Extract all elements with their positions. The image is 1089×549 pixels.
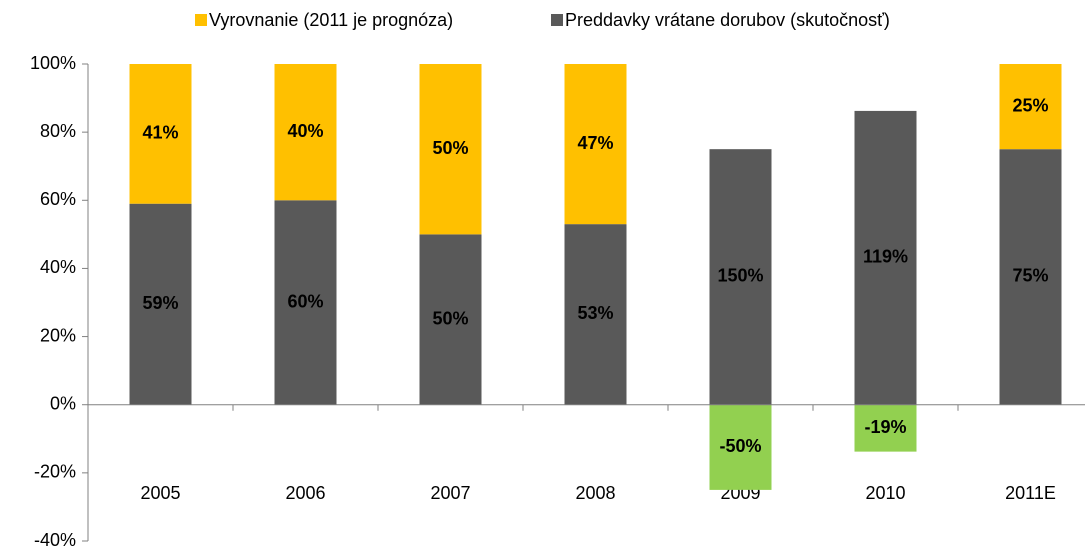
y-tick-label: 80% xyxy=(40,121,76,141)
bar-segment xyxy=(274,64,337,201)
bar-segment xyxy=(419,64,482,235)
bar-segment xyxy=(129,64,192,204)
bar-segment xyxy=(709,404,772,490)
y-tick-label: 100% xyxy=(30,53,76,73)
y-tick-label: -40% xyxy=(34,530,76,549)
x-tick-label: 2010 xyxy=(865,483,905,503)
bar-segment xyxy=(999,149,1062,405)
x-tick-label: 2006 xyxy=(285,483,325,503)
bar-segment xyxy=(854,110,917,405)
bar-segment xyxy=(709,149,772,405)
x-tick-label: 2007 xyxy=(430,483,470,503)
data-label: 50% xyxy=(432,308,468,328)
x-tick-label: 2005 xyxy=(140,483,180,503)
data-label: 60% xyxy=(287,291,323,311)
data-label: 59% xyxy=(142,293,178,313)
data-label: 150% xyxy=(717,266,763,286)
x-tick-label: 2011E xyxy=(1005,483,1056,503)
bar-segment xyxy=(564,64,627,225)
bar-segment xyxy=(419,234,482,405)
legend-swatch xyxy=(195,14,207,26)
data-label: 50% xyxy=(432,138,468,158)
legend-swatch xyxy=(551,14,563,26)
x-tick-label: 2008 xyxy=(575,483,615,503)
data-label: 53% xyxy=(577,303,613,323)
y-tick-label: -20% xyxy=(34,462,76,482)
data-label: -19% xyxy=(864,417,906,437)
bar-segment xyxy=(274,200,337,405)
bar-segment xyxy=(999,64,1062,150)
y-tick-label: 20% xyxy=(40,325,76,345)
data-label: 119% xyxy=(863,247,908,267)
legend-label: Preddavky vrátane dorubov (skutočnosť) xyxy=(565,10,890,30)
data-label: -50% xyxy=(719,436,761,456)
data-label: 47% xyxy=(577,133,613,153)
bar-segment xyxy=(854,404,917,452)
y-tick-label: 60% xyxy=(40,189,76,209)
bar-segment xyxy=(129,203,192,405)
bar-segment xyxy=(564,224,627,405)
y-tick-label: 0% xyxy=(50,393,76,413)
data-label: 40% xyxy=(287,121,323,141)
data-label: 75% xyxy=(1012,266,1048,286)
y-tick-label: 40% xyxy=(40,257,76,277)
legend-label: Vyrovnanie (2011 je prognóza) xyxy=(209,10,453,30)
data-label: 41% xyxy=(142,123,178,143)
data-label: 25% xyxy=(1012,95,1048,115)
